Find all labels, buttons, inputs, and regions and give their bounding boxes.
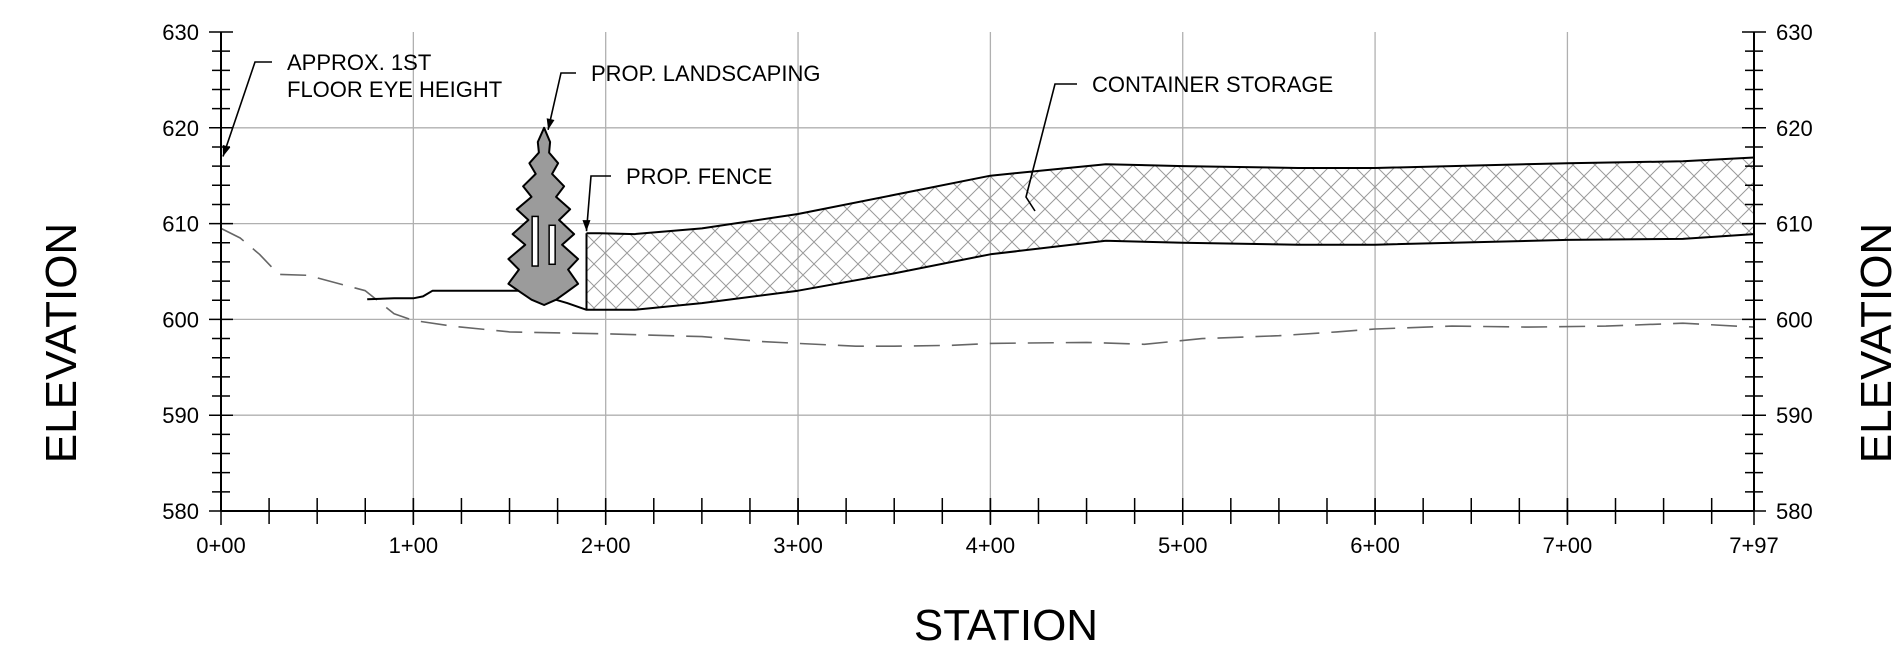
x-tick-label: 4+00 <box>966 533 1016 558</box>
tick-labels-group: 580 580 590 590 600 600 610 610 620 620 630 630 0+00… <box>162 20 1812 558</box>
grid-lines <box>221 32 1754 511</box>
y-tick-label-left: 590 <box>162 403 199 428</box>
x-tick-label: 3+00 <box>773 533 823 558</box>
hatched-region-group <box>586 157 1754 310</box>
y-tick-label-right: 610 <box>1776 212 1813 237</box>
y-tick-label-right: 630 <box>1776 20 1813 45</box>
x-tick-label: 0+00 <box>196 533 246 558</box>
x-axis-title: STATION <box>914 601 1098 650</box>
y-axis-title-left: ELEVATION <box>37 223 86 463</box>
annotation-fence-text: PROP. FENCE <box>626 164 772 189</box>
y-tick-label-right: 600 <box>1776 307 1813 332</box>
series-existing-ground <box>220 227 1755 348</box>
tree-symbol-group <box>507 126 580 306</box>
y-tick-label-right: 580 <box>1776 499 1813 524</box>
annotation-landscaping-leader <box>547 72 576 130</box>
tree-trunk-gap-right <box>548 224 556 266</box>
x-tick-label: 6+00 <box>1350 533 1400 558</box>
annotation-container-leader <box>1025 83 1077 212</box>
tree-icon <box>507 126 580 306</box>
y-tick-label-left: 630 <box>162 20 199 45</box>
series-container-storage-top <box>586 156 1755 236</box>
annotation-eye-height-text: FLOOR EYE HEIGHT <box>287 77 502 102</box>
x-tick-label: 5+00 <box>1158 533 1208 558</box>
y-tick-label-right: 620 <box>1776 116 1813 141</box>
annotation-eye-height-arrow <box>222 144 231 157</box>
y-tick-label-left: 610 <box>162 212 199 237</box>
annotation-landscaping-text: PROP. LANDSCAPING <box>591 61 820 86</box>
x-tick-label: 7+97 <box>1729 533 1779 558</box>
tree-trunk-gap-left <box>531 215 539 267</box>
annotation-fence-leader <box>585 175 611 232</box>
y-tick-label-left: 580 <box>162 499 199 524</box>
y-tick-label-left: 620 <box>162 116 199 141</box>
x-tick-label: 1+00 <box>389 533 439 558</box>
y-tick-label-left: 600 <box>162 307 199 332</box>
y-axis-title-right: ELEVATION <box>1852 223 1901 463</box>
annotation-container-text: CONTAINER STORAGE <box>1092 72 1333 97</box>
x-tick-label: 7+00 <box>1543 533 1593 558</box>
x-tick-label: 2+00 <box>581 533 631 558</box>
annotation-eye-height-text: APPROX. 1ST <box>287 50 431 75</box>
annotation-landscaping-arrow <box>546 118 555 130</box>
container-storage-hatch <box>586 157 1754 310</box>
series-proposed-grade <box>367 233 1755 311</box>
y-tick-label-right: 590 <box>1776 403 1813 428</box>
annotation-fence-arrow <box>582 220 591 232</box>
annotation-eye-height-leader <box>222 61 272 157</box>
axes-group <box>209 31 1766 525</box>
series-group <box>220 156 1755 348</box>
